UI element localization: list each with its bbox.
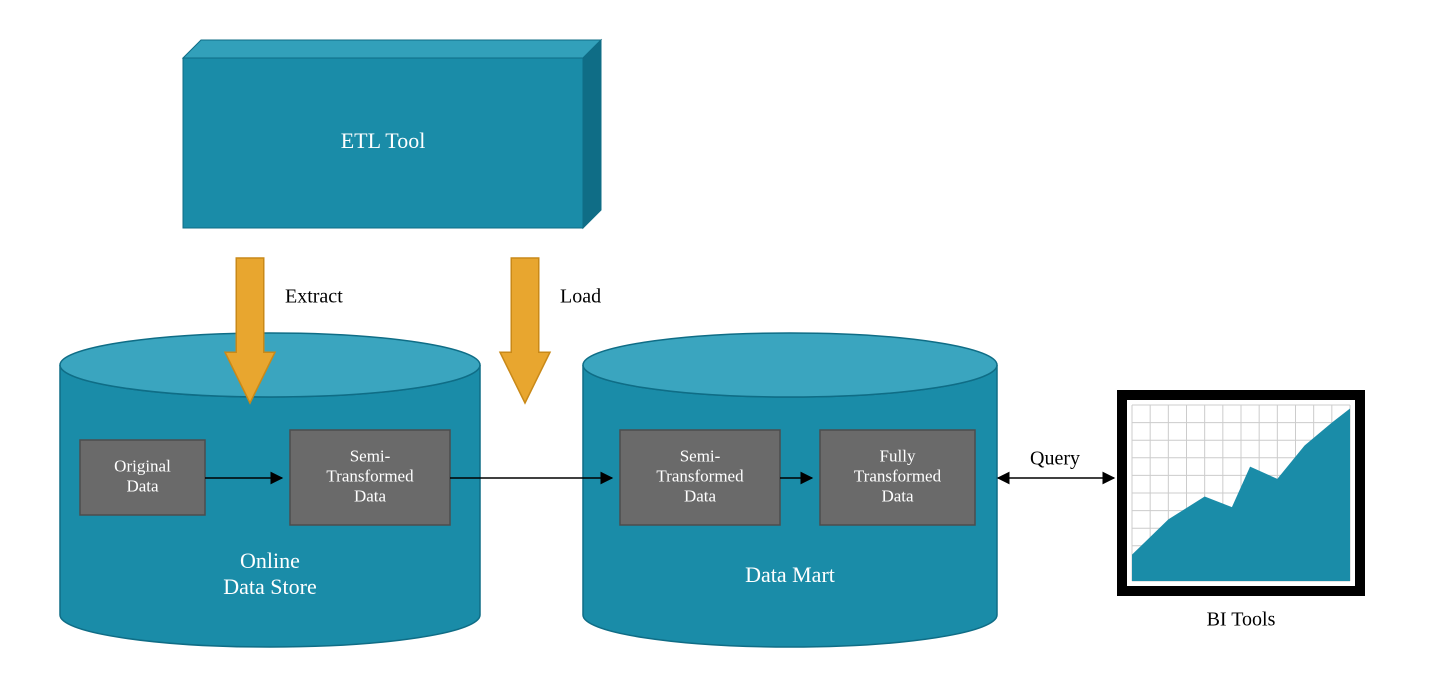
semi_transformed_1-box: Semi-TransformedData [290,430,450,525]
etl-tool-node: ETL Tool [183,40,601,228]
online-data-store-label-1: Online [240,548,300,573]
semi_transformed_2-box: Semi-TransformedData [620,430,780,525]
bi-tools-node: BI Tools [1122,395,1360,631]
fully_transformed-label-0: Fully [880,446,916,465]
original_data-label-1: Data [126,476,159,495]
extract_arrow-label: Extract [285,286,343,308]
semi_transformed_2-label-2: Data [684,486,717,505]
load_arrow-label: Load [560,286,601,308]
original_data-box: OriginalData [80,440,205,515]
semi_transformed_2-label-1: Transformed [656,466,744,485]
semi_transformed_1-label-0: Semi- [350,446,391,465]
semi_transformed_1-label-1: Transformed [326,466,414,485]
semi_transformed_2-label-0: Semi- [680,446,721,465]
fully_transformed-label-1: Transformed [854,466,942,485]
etl-diagram: ETL ToolOriginalDataSemi-TransformedData… [0,0,1435,675]
c4-label: Query [1030,448,1080,470]
original_data-label-0: Original [114,456,171,475]
data-mart-node: Semi-TransformedDataFullyTransformedData… [583,333,997,647]
fully_transformed-box: FullyTransformedData [820,430,975,525]
semi_transformed_1-label-2: Data [354,486,387,505]
etl-tool-label: ETL Tool [341,128,426,153]
fully_transformed-label-2: Data [881,486,914,505]
online-data-store-label-2: Data Store [223,574,316,599]
data-mart-label-1: Data Mart [745,562,835,587]
bi-tools-label: BI Tools [1207,609,1276,631]
online-data-store-node: OriginalDataSemi-TransformedDataOnlineDa… [60,333,480,647]
